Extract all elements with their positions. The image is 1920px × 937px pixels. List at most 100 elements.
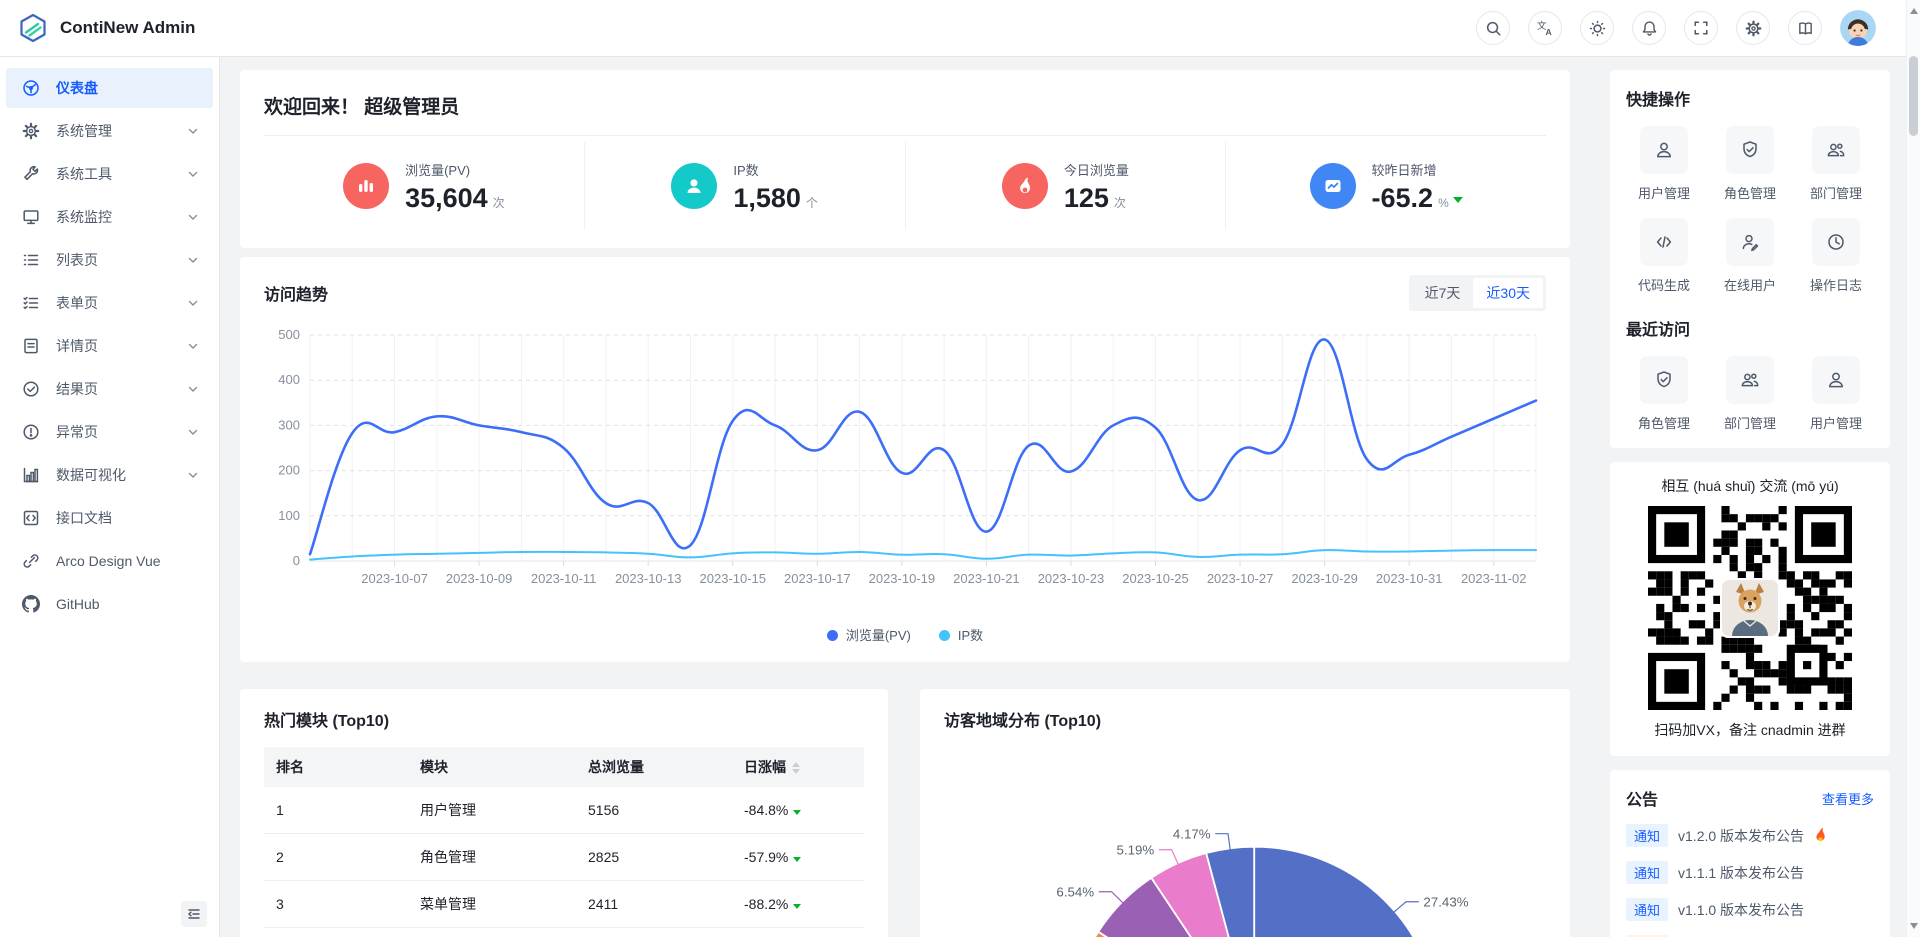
notifications-button[interactable] bbox=[1632, 11, 1666, 45]
sidebar-item-github[interactable]: GitHub bbox=[6, 584, 213, 624]
page-scrollbar[interactable] bbox=[1906, 0, 1920, 937]
sidebar-item-arco-design-vue[interactable]: Arco Design Vue bbox=[6, 541, 213, 581]
visit-trend-chart[interactable]: 0 100 200 300 400 500 2023-10-07 2023-10-09 2023… bbox=[264, 319, 1546, 619]
col-views: 总浏览量 bbox=[588, 759, 644, 775]
svg-text:2023-10-11: 2023-10-11 bbox=[531, 571, 597, 586]
sidebar-item-detail-pages[interactable]: 详情页 bbox=[6, 326, 213, 366]
qr-code bbox=[1648, 506, 1852, 710]
announcement-link[interactable]: v1.1.1 版本发布公告 bbox=[1678, 864, 1805, 881]
recent-visit-dept-management[interactable]: 部门管理 bbox=[1712, 356, 1788, 432]
sidebar-item-data-visualization[interactable]: 数据可视化 bbox=[6, 455, 213, 495]
sidebar-item-label: 系统监控 bbox=[56, 209, 112, 225]
quick-action-dept-management[interactable]: 部门管理 bbox=[1798, 126, 1874, 202]
stat-value: -65.2 bbox=[1371, 183, 1434, 213]
quick-action-code-generation[interactable]: 代码生成 bbox=[1626, 218, 1702, 294]
scrollbar-thumb[interactable] bbox=[1909, 56, 1918, 136]
user-avatar[interactable] bbox=[1840, 10, 1876, 46]
chevron-down-icon bbox=[187, 254, 199, 266]
sidebar-item-system-monitor[interactable]: 系统监控 bbox=[6, 197, 213, 237]
search-icon bbox=[1485, 20, 1502, 37]
quick-action-online-users[interactable]: 在线用户 bbox=[1712, 218, 1788, 294]
quick-action-operation-logs[interactable]: 操作日志 bbox=[1798, 218, 1874, 294]
sidebar-item-result-pages[interactable]: 结果页 bbox=[6, 369, 213, 409]
stat-value: 1,580 bbox=[733, 183, 801, 213]
user-edit-icon bbox=[1726, 218, 1774, 266]
sidebar-collapse-button[interactable] bbox=[181, 901, 207, 927]
range-segmented-control: 近7天 近30天 bbox=[1408, 275, 1546, 311]
bar-chart-icon bbox=[22, 466, 40, 484]
legend-item-pv[interactable]: 浏览量(PV) bbox=[826, 625, 911, 644]
code-icon bbox=[1640, 218, 1688, 266]
col-change[interactable]: 日涨幅 bbox=[732, 747, 864, 787]
range-tab-30d[interactable]: 近30天 bbox=[1473, 278, 1543, 308]
fullscreen-button[interactable] bbox=[1684, 11, 1718, 45]
tag-badge: 通知 bbox=[1626, 898, 1669, 921]
table-row[interactable]: 3 菜单管理 2411 -88.2% bbox=[264, 880, 864, 928]
brand[interactable]: ContiNew Admin bbox=[18, 13, 195, 43]
announcement-link[interactable]: v1.1.0 版本发布公告 bbox=[1678, 901, 1805, 918]
svg-text:100: 100 bbox=[278, 508, 300, 523]
recent-visit-role-management[interactable]: 角色管理 bbox=[1626, 356, 1702, 432]
sidebar-item-api-docs[interactable]: 接口文档 bbox=[6, 498, 213, 538]
sidebar-item-dashboard[interactable]: 仪表盘 bbox=[6, 68, 213, 108]
table-row[interactable]: 2 角色管理 2825 -57.9% bbox=[264, 833, 864, 881]
scroll-down-arrow-icon[interactable] bbox=[1910, 923, 1918, 929]
recent-visit-user-management[interactable]: 用户管理 bbox=[1798, 356, 1874, 432]
svg-text:2023-10-31: 2023-10-31 bbox=[1376, 571, 1443, 586]
sidebar-item-label: 详情页 bbox=[56, 338, 98, 354]
sidebar-item-list-pages[interactable]: 列表页 bbox=[6, 240, 213, 280]
svg-text:5.19%: 5.19% bbox=[1117, 842, 1155, 857]
hot-modules-table: 排名 模块 总浏览量 日涨幅 1 用户管理 5156 -84.8% bbox=[264, 747, 864, 937]
sidebar-item-form-pages[interactable]: 表单页 bbox=[6, 283, 213, 323]
theme-button[interactable] bbox=[1580, 11, 1614, 45]
link-icon bbox=[22, 552, 40, 570]
sidebar-item-system-management[interactable]: 系统管理 bbox=[6, 111, 213, 151]
stat-label: 较昨日新增 bbox=[1371, 163, 1437, 178]
quick-action-role-management[interactable]: 角色管理 bbox=[1712, 126, 1788, 202]
change-down-icon bbox=[793, 810, 802, 815]
sort-icon[interactable] bbox=[792, 762, 800, 775]
table-row[interactable]: 4部门管理 2114 -90% bbox=[264, 927, 864, 937]
view-more-link[interactable]: 查看更多 bbox=[1821, 791, 1874, 807]
settings-button[interactable] bbox=[1736, 11, 1770, 45]
chevron-down-icon bbox=[187, 469, 199, 481]
quick-action-user-management[interactable]: 用户管理 bbox=[1626, 126, 1702, 202]
scroll-up-arrow-icon[interactable] bbox=[1910, 8, 1918, 14]
right-panel: 快捷操作 用户管理 角色管理 部门管理 bbox=[1610, 70, 1890, 937]
svg-text:2023-10-23: 2023-10-23 bbox=[1038, 571, 1105, 586]
region-pie-chart[interactable]: 27.43%6.77%6.54%5.19%4.17% bbox=[944, 739, 1546, 937]
announcement-item: 通知 v1.1.1 版本发布公告 bbox=[1626, 861, 1874, 884]
stat-vs-yesterday: 较昨日新增 -65.2% bbox=[1225, 142, 1546, 230]
top-bar: ContiNew Admin 文 A bbox=[0, 0, 1920, 57]
sidebar-item-exception-pages[interactable]: 异常页 bbox=[6, 412, 213, 452]
language-button[interactable]: 文 A bbox=[1528, 11, 1562, 45]
check-circle-icon bbox=[22, 380, 40, 398]
range-tab-7d[interactable]: 近7天 bbox=[1412, 278, 1474, 308]
legend-item-ip[interactable]: IP数 bbox=[938, 625, 983, 644]
region-distribution-title: 访客地域分布 (Top10) bbox=[944, 713, 1102, 730]
svg-text:200: 200 bbox=[278, 463, 300, 478]
shield-check-icon bbox=[1640, 356, 1688, 404]
announcement-link[interactable]: v1.2.0 版本发布公告 bbox=[1678, 827, 1805, 844]
svg-text:300: 300 bbox=[278, 417, 300, 432]
sidebar-item-system-tools[interactable]: 系统工具 bbox=[6, 154, 213, 194]
dashboard-icon bbox=[22, 79, 40, 97]
docs-button[interactable] bbox=[1788, 11, 1822, 45]
table-row[interactable]: 1 用户管理 5156 -84.8% bbox=[264, 787, 864, 834]
chart-legend: 浏览量(PV) IP数 bbox=[264, 619, 1546, 652]
chevron-down-icon bbox=[187, 426, 199, 438]
hot-modules-title: 热门模块 (Top10) bbox=[264, 713, 390, 730]
svg-text:2023-10-19: 2023-10-19 bbox=[869, 571, 936, 586]
pv-bars-icon bbox=[343, 163, 390, 209]
stat-value: 125 bbox=[1063, 183, 1109, 213]
svg-text:2023-11-02: 2023-11-02 bbox=[1461, 571, 1527, 586]
header-actions: 文 A bbox=[1476, 10, 1900, 46]
users-icon bbox=[1726, 356, 1774, 404]
qr-caption: 扫码加VX，备注 cnadmin 进群 bbox=[1654, 722, 1846, 738]
qr-card: 相互 (huá shuǐ) 交流 (mō yú) bbox=[1610, 462, 1890, 756]
sidebar-item-label: 系统管理 bbox=[56, 123, 112, 139]
welcome-title: 欢迎回来！ 超级管理员 bbox=[264, 88, 1546, 136]
search-button[interactable] bbox=[1476, 11, 1510, 45]
sidebar-item-label: 接口文档 bbox=[56, 510, 112, 526]
change-down-icon bbox=[793, 904, 802, 909]
